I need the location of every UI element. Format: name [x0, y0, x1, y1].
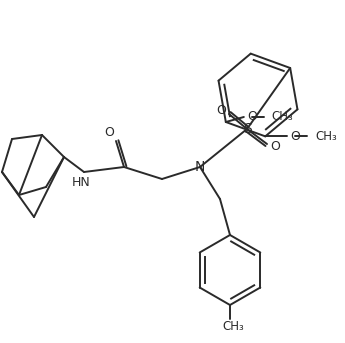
Text: O: O	[216, 105, 226, 118]
Text: O: O	[270, 141, 280, 154]
Text: CH₃: CH₃	[272, 110, 294, 123]
Text: CH₃: CH₃	[222, 320, 244, 333]
Text: N: N	[195, 160, 205, 174]
Text: O: O	[290, 130, 300, 143]
Text: HN: HN	[72, 177, 90, 189]
Text: O: O	[104, 127, 114, 140]
Text: S: S	[244, 122, 253, 136]
Text: CH₃: CH₃	[315, 130, 337, 143]
Text: O: O	[247, 110, 257, 123]
